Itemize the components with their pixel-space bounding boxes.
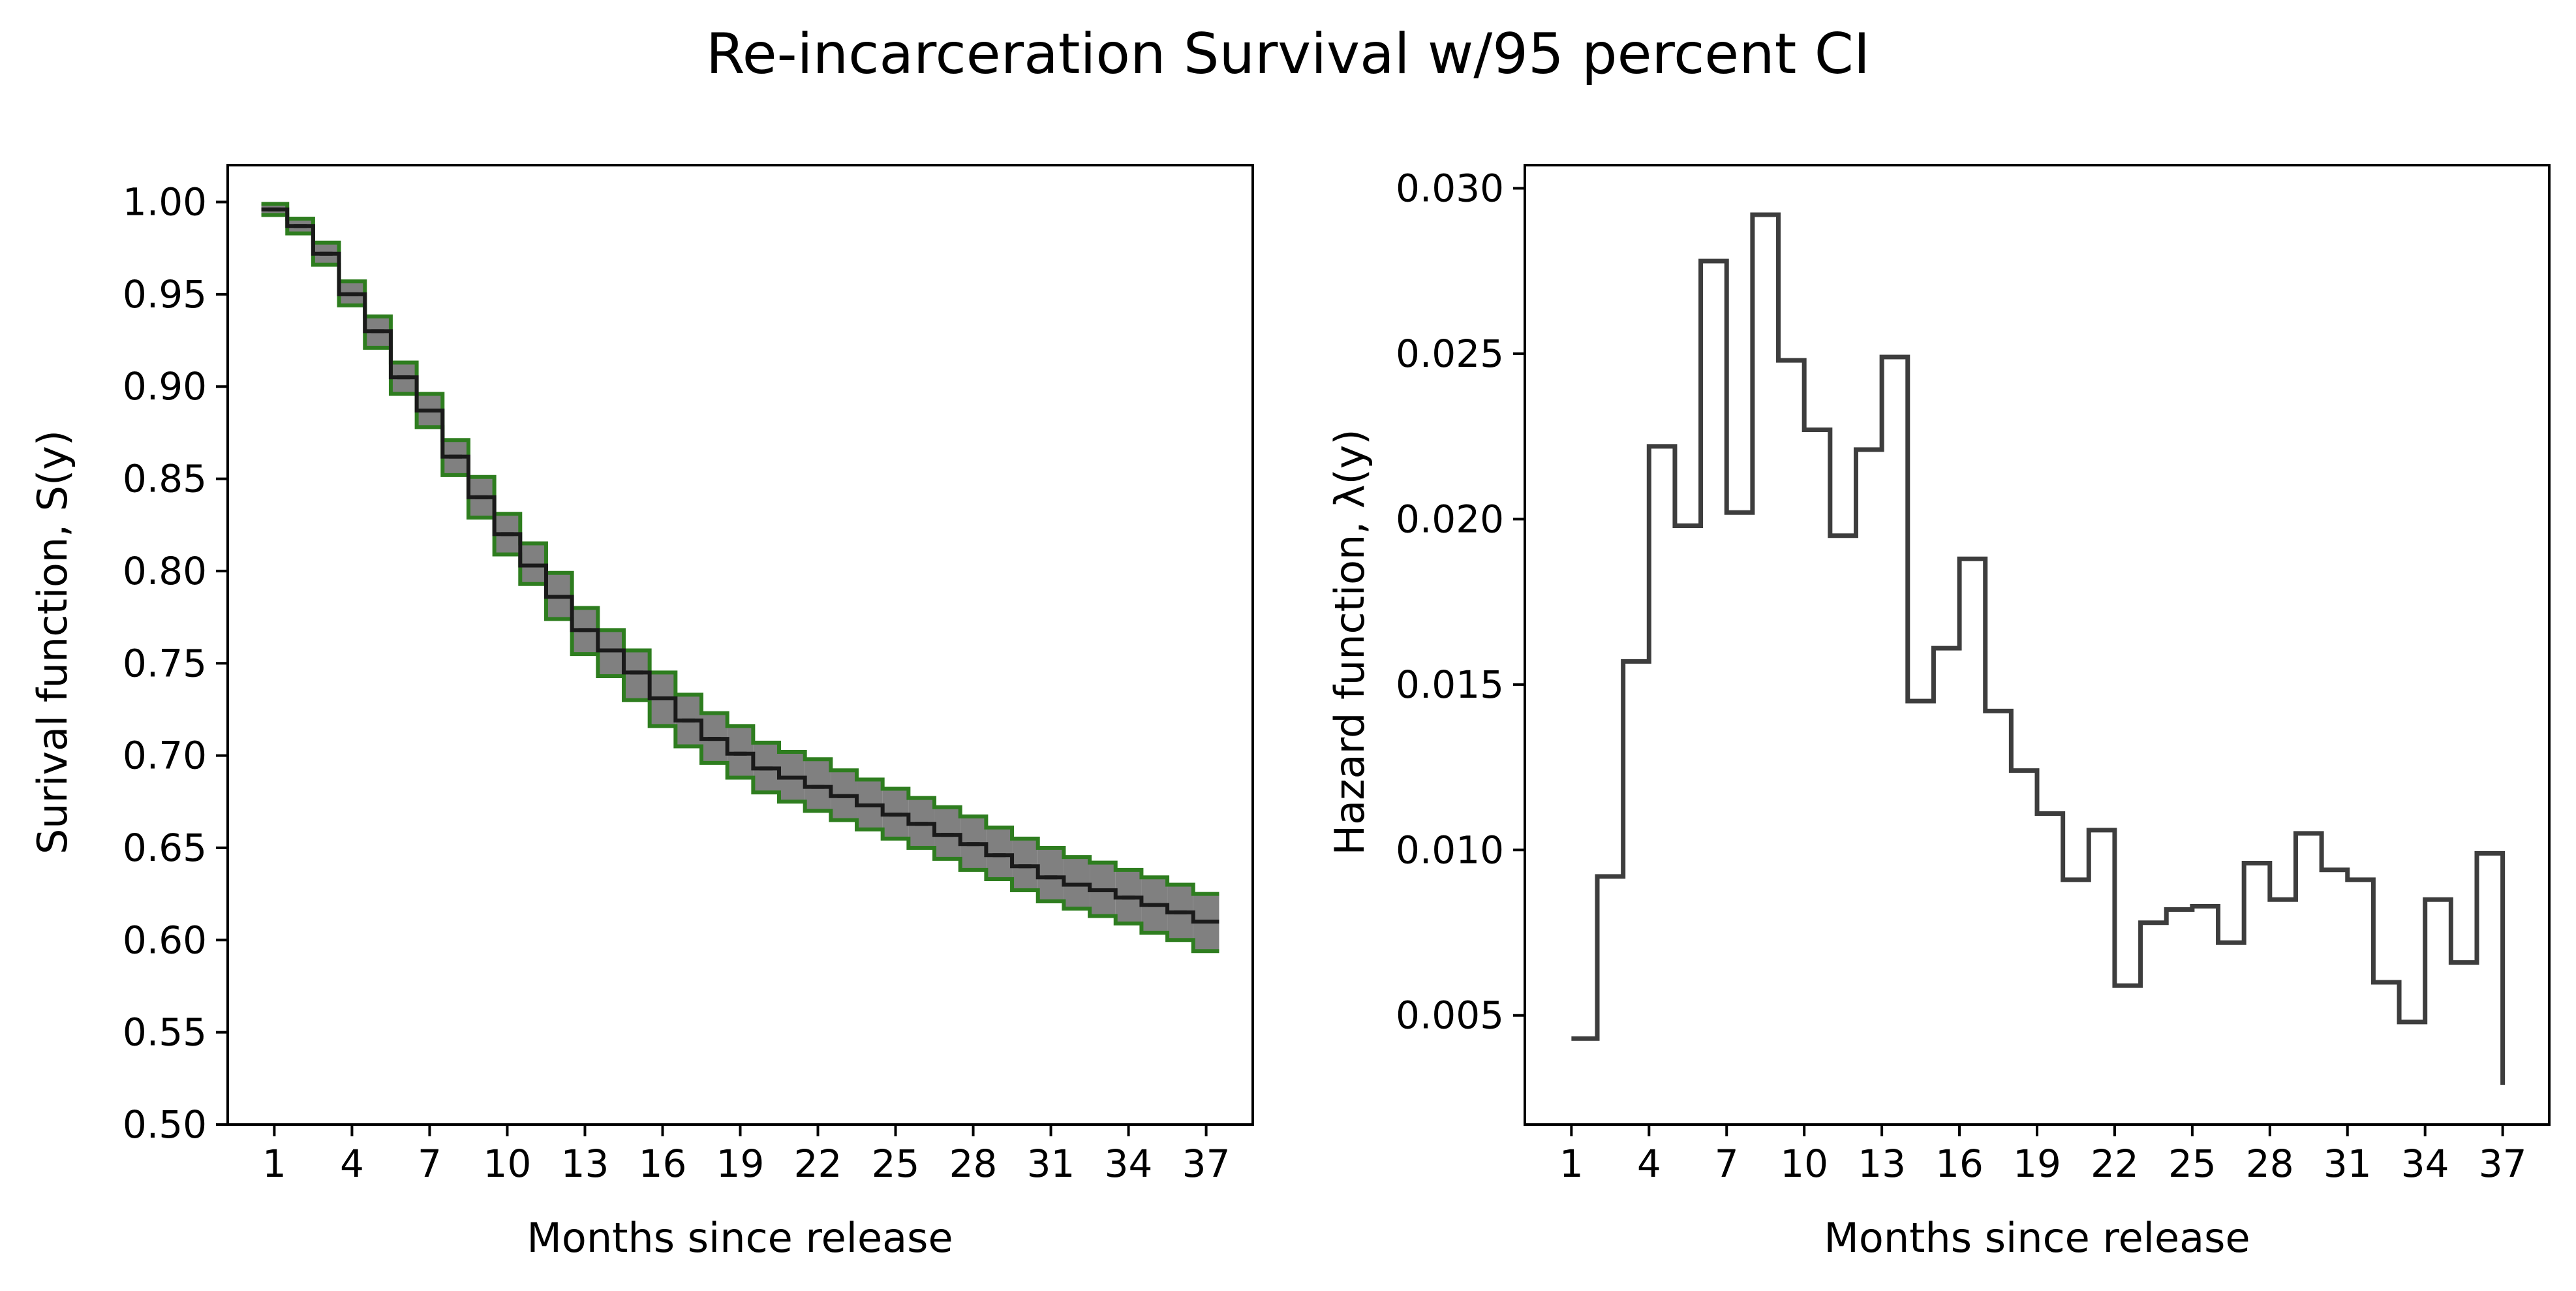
hazard-y-tick-label: 0.030 — [1396, 166, 1504, 210]
survival-x-tick-label: 1 — [262, 1142, 286, 1186]
hazard-y-tick-label: 0.005 — [1396, 993, 1504, 1038]
survival-x-tick-label: 25 — [872, 1142, 920, 1186]
survival-x-axis-label: Months since release — [527, 1214, 953, 1262]
hazard-plot-area — [1571, 212, 2506, 1085]
hazard-x-tick-label: 34 — [2401, 1142, 2449, 1186]
survival-chart: Months since release Surival function, S… — [29, 164, 1254, 1262]
survival-y-tick-label: 0.65 — [123, 826, 207, 870]
hazard-x-tick-label: 22 — [2091, 1142, 2139, 1186]
survival-y-tick-label: 0.85 — [123, 457, 207, 501]
survival-axes-frame — [226, 164, 1254, 1126]
hazard-y-tick-label: 0.010 — [1396, 828, 1504, 872]
hazard-y-axis-label: Hazard function, λ(y) — [1326, 429, 1373, 855]
survival-y-tick-label: 0.80 — [123, 549, 207, 593]
hazard-x-tick-label: 16 — [1935, 1142, 1984, 1186]
survival-x-tick-label: 22 — [794, 1142, 842, 1186]
survival-y-tick-label: 0.60 — [123, 918, 207, 962]
ci-lower-line — [261, 213, 1219, 954]
hazard-x-axis-label: Months since release — [1824, 1214, 2250, 1262]
hazard-y-tick-label: 0.025 — [1396, 332, 1504, 376]
hazard-x-tick-label: 25 — [2168, 1142, 2216, 1186]
hazard-x-tick-label: 28 — [2246, 1142, 2294, 1186]
hazard-x-tick-label: 7 — [1715, 1142, 1739, 1186]
figure-title: Re-incarceration Survival w/95 percent C… — [706, 22, 1870, 87]
hazard-x-tick-label: 13 — [1858, 1142, 1906, 1186]
survival-x-tick-label: 19 — [716, 1142, 765, 1186]
survival-x-tick-label: 37 — [1182, 1142, 1231, 1186]
survival-x-tick-label: 7 — [418, 1142, 442, 1186]
survival-x-tick-label: 16 — [639, 1142, 687, 1186]
survival-y-axis-label: Surival function, S(y) — [29, 430, 76, 854]
ci-band-segment — [1037, 847, 1064, 901]
survival-plot-area — [261, 202, 1219, 954]
survival-y-tick-label: 0.75 — [123, 641, 207, 685]
survival-y-tick-label: 1.00 — [123, 180, 207, 225]
hazard-x-tick-label: 1 — [1559, 1142, 1584, 1186]
survival-x-tick-label: 10 — [483, 1142, 532, 1186]
hazard-x-tick-label: 4 — [1637, 1142, 1661, 1186]
survival-x-tick-label: 31 — [1027, 1142, 1075, 1186]
hazard-x-tick-label: 31 — [2323, 1142, 2372, 1186]
survival-x-tick-label: 4 — [340, 1142, 364, 1186]
survival-y-tick-label: 0.70 — [123, 734, 207, 778]
ci-band-segment — [623, 650, 650, 700]
hazard-x-tick-label: 19 — [2013, 1142, 2061, 1186]
survival-y-tick-label: 0.95 — [123, 272, 207, 317]
survival-y-tick-label: 0.50 — [123, 1102, 207, 1147]
ci-upper-line — [261, 202, 1219, 896]
survival-x-tick-label: 28 — [949, 1142, 998, 1186]
survival-x-tick-label: 34 — [1105, 1142, 1153, 1186]
hazard-y-tick-label: 0.015 — [1396, 662, 1504, 707]
hazard-chart: Months since release Hazard function, λ(… — [1326, 164, 2551, 1262]
ci-band-segment — [598, 630, 624, 677]
hazard-x-tick-label: 37 — [2479, 1142, 2527, 1186]
hazard-line — [1571, 212, 2506, 1085]
survival-x-tick-label: 13 — [561, 1142, 609, 1186]
survival-y-tick-label: 0.55 — [123, 1010, 207, 1055]
hazard-x-tick-label: 10 — [1780, 1142, 1828, 1186]
survival-y-tick-label: 0.90 — [123, 364, 207, 409]
hazard-y-tick-label: 0.020 — [1396, 497, 1504, 541]
survival-estimate-line — [261, 207, 1219, 924]
